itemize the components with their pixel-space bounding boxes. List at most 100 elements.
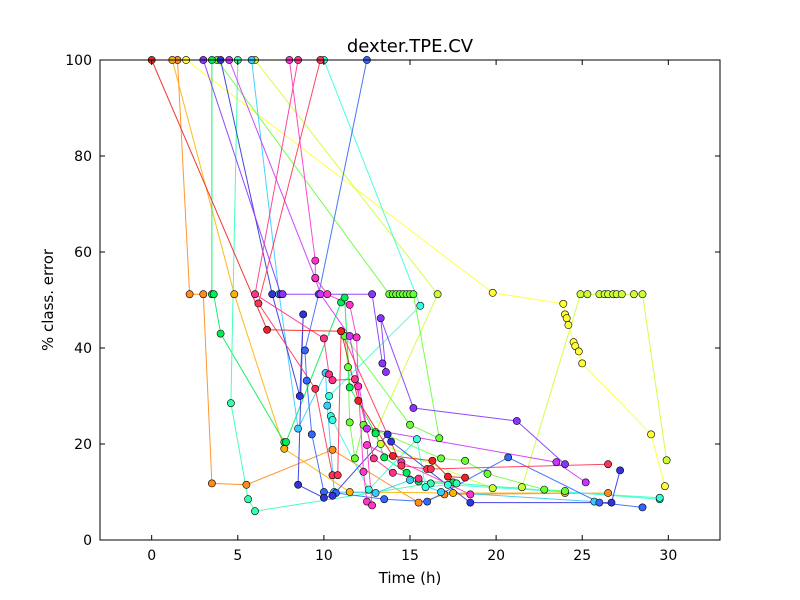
data-point xyxy=(333,471,342,480)
data-point xyxy=(406,476,414,484)
data-point xyxy=(661,482,669,491)
data-point xyxy=(300,346,309,355)
data-point xyxy=(302,376,311,385)
data-point xyxy=(607,498,616,507)
data-point xyxy=(362,441,371,449)
data-point xyxy=(328,416,337,424)
data-point xyxy=(409,290,418,299)
data-point xyxy=(344,363,352,372)
data-point xyxy=(282,438,290,446)
series-line xyxy=(202,59,566,465)
x-tick-label: 10 xyxy=(315,548,333,564)
data-point xyxy=(540,485,549,494)
data-point xyxy=(359,467,368,476)
data-point xyxy=(387,437,395,446)
data-point xyxy=(251,507,259,516)
data-point xyxy=(583,290,592,299)
data-point xyxy=(461,456,469,465)
data-point xyxy=(437,454,445,463)
data-point xyxy=(207,479,216,488)
data-point xyxy=(433,290,442,299)
data-point xyxy=(294,480,302,489)
data-point xyxy=(371,429,380,438)
x-tick-label: 25 xyxy=(573,548,591,564)
x-tick-label: 30 xyxy=(659,548,677,564)
series-line xyxy=(254,59,419,480)
data-point xyxy=(630,290,638,299)
data-point xyxy=(325,370,333,379)
data-point xyxy=(595,498,604,507)
data-point xyxy=(662,456,671,465)
data-point xyxy=(311,384,320,393)
data-point xyxy=(352,333,361,342)
data-point xyxy=(638,290,647,299)
x-tick-label: 15 xyxy=(401,548,419,564)
data-point xyxy=(209,290,218,299)
data-point xyxy=(616,466,624,475)
data-point xyxy=(362,424,371,433)
data-point xyxy=(655,493,664,502)
chart-title: dexter.TPE.CV xyxy=(347,36,474,57)
series-line xyxy=(185,59,666,487)
series-points xyxy=(147,56,671,516)
data-point xyxy=(319,334,328,343)
data-point xyxy=(307,430,316,439)
data-point xyxy=(345,488,354,496)
data-point xyxy=(337,327,345,336)
data-point xyxy=(488,484,497,493)
data-point xyxy=(428,456,437,465)
series-lines xyxy=(151,59,668,512)
data-point xyxy=(311,273,320,282)
data-point xyxy=(364,485,373,494)
x-tick-label: 0 xyxy=(147,548,156,564)
data-point xyxy=(412,435,421,444)
data-point xyxy=(423,497,432,506)
data-point xyxy=(443,472,452,481)
data-point xyxy=(328,445,337,454)
data-point xyxy=(380,495,389,504)
data-point xyxy=(576,290,585,299)
data-point xyxy=(409,404,418,412)
series-line xyxy=(220,59,621,504)
data-point xyxy=(561,460,569,469)
data-point xyxy=(466,498,475,507)
plot-frame xyxy=(99,59,721,541)
data-point xyxy=(299,310,308,319)
data-point xyxy=(376,440,385,448)
data-point xyxy=(294,424,302,433)
series-line xyxy=(323,59,660,499)
data-point xyxy=(578,359,587,368)
y-tick-label: 80 xyxy=(74,149,92,165)
data-point xyxy=(604,489,612,497)
y-tick-label: 20 xyxy=(74,437,92,453)
series-line xyxy=(228,59,586,483)
data-point xyxy=(251,290,259,299)
data-point xyxy=(376,314,385,323)
x-axis-ticks: 0 5 10 15 20 25 30 xyxy=(147,60,677,564)
data-point xyxy=(371,489,380,497)
data-point xyxy=(466,490,475,499)
data-point xyxy=(381,368,390,376)
data-point xyxy=(345,332,354,340)
data-point xyxy=(435,434,444,443)
y-tick-label: 60 xyxy=(74,245,92,261)
data-point xyxy=(345,418,354,427)
data-point xyxy=(280,444,289,453)
data-point xyxy=(368,290,376,299)
data-point xyxy=(226,399,235,408)
data-point xyxy=(383,430,392,439)
y-axis-label: % class. error xyxy=(39,248,57,351)
data-point xyxy=(617,290,626,299)
y-tick-label: 40 xyxy=(74,341,92,357)
data-point xyxy=(216,329,225,338)
data-point xyxy=(562,314,571,323)
data-point xyxy=(426,479,435,488)
data-point xyxy=(362,497,371,506)
series-line xyxy=(216,59,566,492)
data-point xyxy=(368,501,376,510)
data-point xyxy=(406,420,414,429)
data-point xyxy=(488,288,497,297)
x-tick-label: 5 xyxy=(233,548,242,564)
data-point xyxy=(552,458,561,467)
